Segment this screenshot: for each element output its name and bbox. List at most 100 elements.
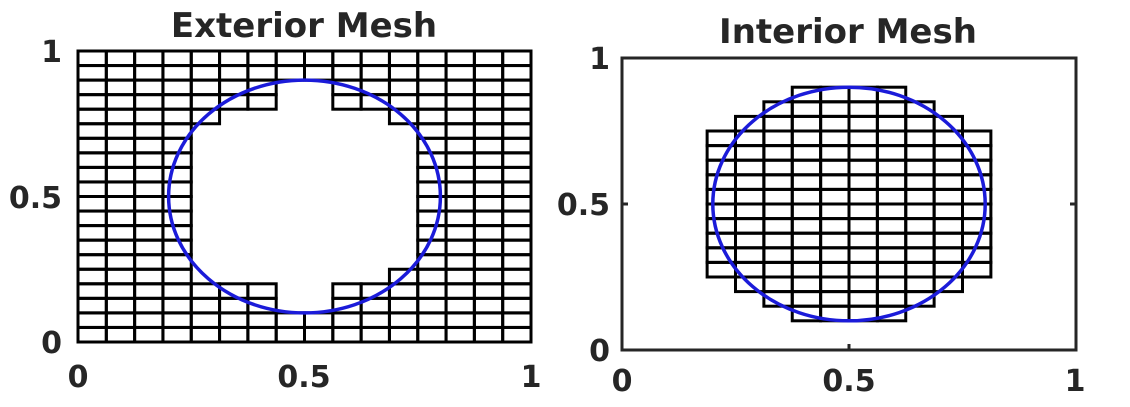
mesh-cell [444, 238, 476, 257]
mesh-cell [303, 64, 335, 82]
mesh-cell [472, 311, 505, 329]
mesh-cell [189, 64, 222, 82]
mesh-cell [189, 325, 222, 344]
interior-mesh-panel: Interior Mesh 1 0.5 0 0 0.5 1 [557, 12, 1086, 399]
x-tick-label: 0.5 [277, 360, 330, 395]
x-tick-label: 1 [1065, 364, 1086, 399]
mesh-cell [76, 325, 108, 344]
mesh-cell [472, 325, 505, 344]
mesh-cell [904, 100, 936, 118]
mesh-cell [875, 114, 908, 133]
mesh-cell [472, 151, 505, 169]
mesh-cell [416, 282, 448, 300]
mesh-cell [819, 290, 851, 308]
mesh-cell [218, 325, 250, 344]
mesh-cell [76, 253, 108, 271]
mesh-cell [133, 122, 165, 140]
mesh-cell [104, 296, 137, 315]
mesh-cell [161, 311, 193, 329]
mesh-cell [133, 107, 165, 126]
mesh-cell [762, 173, 794, 191]
mesh-cell [932, 173, 964, 191]
mesh-cell [104, 78, 137, 97]
mesh-cell [274, 311, 306, 329]
mesh-cell [904, 187, 936, 206]
mesh-cell [76, 311, 108, 329]
mesh-cell [331, 311, 363, 329]
mesh-cell [875, 202, 908, 221]
mesh-cell [790, 100, 823, 118]
mesh-cell [104, 151, 137, 169]
mesh-cell [161, 267, 193, 286]
mesh-cell [734, 158, 766, 177]
mesh-cell [762, 246, 794, 264]
mesh-cell [133, 267, 165, 286]
mesh-cell [734, 144, 766, 162]
mesh-cell [932, 202, 964, 221]
mesh-cell [189, 49, 222, 68]
mesh-cell [734, 173, 766, 191]
mesh-cell [501, 238, 533, 257]
mesh-cell [246, 49, 278, 68]
mesh-cell [246, 311, 278, 329]
mesh-cell [76, 49, 108, 68]
mesh-cell [104, 93, 137, 111]
mesh-cell [875, 217, 908, 235]
mesh-cell [444, 267, 476, 286]
mesh-cell [161, 93, 193, 111]
mesh-cell [762, 260, 794, 279]
mesh-cell [331, 64, 363, 82]
mesh-cell [875, 85, 908, 104]
mesh-cell [76, 209, 108, 228]
mesh-cell [189, 296, 222, 315]
mesh-cell [847, 231, 879, 250]
mesh-cell [790, 187, 823, 206]
mesh-cell [932, 217, 964, 235]
mesh-cell [218, 311, 250, 329]
mesh-cell [444, 282, 476, 300]
mesh-cell [932, 246, 964, 264]
mesh-cell [847, 114, 879, 133]
mesh-cell [790, 129, 823, 148]
mesh-cell [331, 282, 363, 300]
mesh-cell [501, 49, 533, 68]
mesh-cell [444, 78, 476, 97]
mesh-cell [501, 325, 533, 344]
mesh-cell [472, 253, 505, 271]
mesh-cell [161, 325, 193, 344]
mesh-cell [133, 238, 165, 257]
mesh-cell [501, 122, 533, 140]
mesh-cell [875, 290, 908, 308]
mesh-cell [303, 49, 335, 68]
mesh-cell [501, 224, 533, 242]
mesh-cell [904, 114, 936, 133]
mesh-cell [705, 217, 737, 235]
mesh-cell [416, 93, 448, 111]
mesh-cell [762, 129, 794, 148]
mesh-cell [875, 158, 908, 177]
circle-series [166, 78, 443, 315]
mesh-cell [847, 144, 879, 162]
mesh-cell [161, 64, 193, 82]
mesh-cell [444, 122, 476, 140]
mesh-cell [387, 296, 420, 315]
mesh-cell [472, 195, 505, 213]
mesh-cell [274, 64, 306, 82]
mesh-cell [501, 195, 533, 213]
y-tick-label: 0 [41, 326, 62, 361]
mesh-cell [875, 144, 908, 162]
mesh-cell [104, 165, 137, 184]
mesh-cell [444, 209, 476, 228]
y-tick-label: 1 [589, 42, 610, 77]
mesh-cell [444, 136, 476, 155]
mesh-cell [133, 136, 165, 155]
mesh-cell [76, 224, 108, 242]
mesh-cell [734, 217, 766, 235]
mesh-cell [444, 49, 476, 68]
mesh-cell [444, 93, 476, 111]
mesh-cell [104, 180, 137, 198]
mesh-cell [416, 325, 448, 344]
mesh-cell [734, 202, 766, 221]
mesh-cell [762, 144, 794, 162]
